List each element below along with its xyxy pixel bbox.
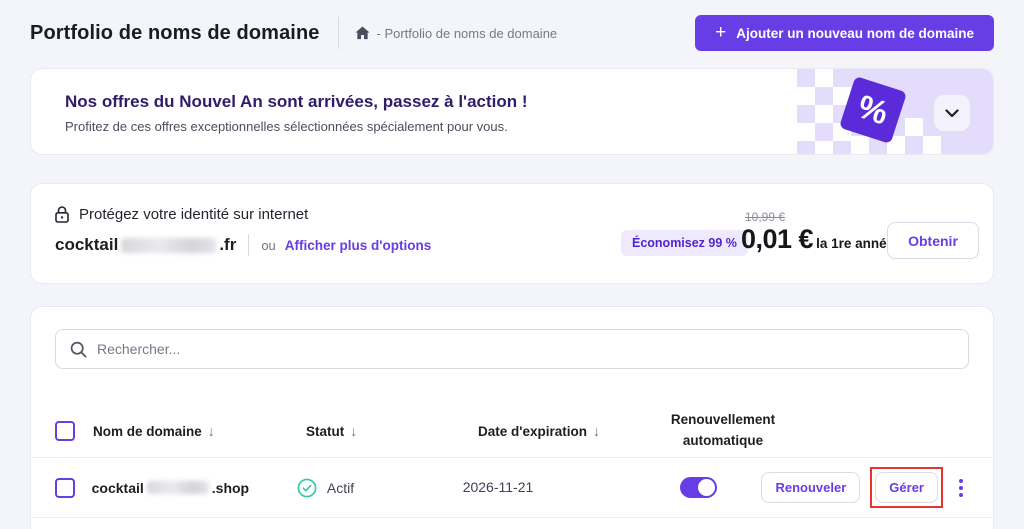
search-input[interactable] <box>97 341 954 357</box>
protect-identity-card: Protégez votre identité sur internet coc… <box>30 183 994 284</box>
protect-heading-label: Protégez votre identité sur internet <box>79 206 309 223</box>
promo-subtitle: Profitez de ces offres exceptionnelles s… <box>65 119 508 134</box>
redacted-text <box>146 481 209 494</box>
promo-title: Nos offres du Nouvel An sont arrivées, p… <box>65 92 528 111</box>
table-header-row: Nom de domaine ↓ Statut ↓ Date d'expirat… <box>31 405 993 458</box>
suggested-domain-tld: .fr <box>219 235 237 254</box>
promo-banner: Nos offres du Nouvel An sont arrivées, p… <box>30 68 994 155</box>
discount-badge: Économisez 99 % <box>621 230 748 256</box>
protect-heading: Protégez votre identité sur internet <box>55 206 308 223</box>
row-domain-prefix: cocktail <box>91 479 144 496</box>
sort-arrow-icon: ↓ <box>207 423 215 439</box>
column-header-autorenew: Renouvellement automatique <box>670 412 776 448</box>
toggle-knob <box>698 479 716 496</box>
vertical-separator <box>248 234 250 256</box>
annotation-highlight: Gérer <box>870 467 943 508</box>
suggested-domain-row: cocktail .fr ou Afficher plus d'options <box>55 234 431 256</box>
price-row: 0,01 € la 1re année <box>741 224 894 255</box>
suggested-domain-prefix: cocktail <box>55 235 119 254</box>
domains-table-card: Nom de domaine ↓ Statut ↓ Date d'expirat… <box>30 306 994 529</box>
sort-arrow-icon: ↓ <box>350 423 358 439</box>
redacted-text <box>121 237 217 253</box>
chevron-down-icon <box>945 108 959 118</box>
header-divider <box>337 17 339 49</box>
promo-expand-button[interactable] <box>934 95 970 131</box>
status-active-icon <box>297 478 317 498</box>
home-icon[interactable] <box>355 26 370 40</box>
app-header: Portfolio de noms de domaine - Portfolio… <box>30 14 994 52</box>
obtain-button[interactable]: Obtenir <box>887 222 979 259</box>
promo-decoration: % <box>797 69 993 154</box>
or-label: ou <box>261 237 276 253</box>
breadcrumb-label: - Portfolio de noms de domaine <box>376 25 558 41</box>
status-badge: Actif <box>326 479 355 496</box>
old-price: 10,99 € <box>745 210 786 224</box>
plus-icon: + <box>715 21 727 43</box>
more-actions-button[interactable] <box>953 475 969 501</box>
table-row: cocktail .shop Actif 2026-11-21 <box>31 458 993 518</box>
more-options-link[interactable]: Afficher plus d'options <box>284 237 432 253</box>
select-all-checkbox[interactable] <box>55 421 75 441</box>
column-header-expiry[interactable]: Date d'expiration ↓ <box>478 423 600 439</box>
price-period-note: la 1re année <box>816 236 895 251</box>
sort-arrow-icon: ↓ <box>592 423 600 439</box>
breadcrumb[interactable]: - Portfolio de noms de domaine <box>355 25 558 41</box>
manage-button[interactable]: Gérer <box>875 472 938 503</box>
auto-renew-toggle[interactable] <box>680 477 718 498</box>
lock-icon <box>55 206 69 223</box>
search-box <box>55 329 969 369</box>
new-price: 0,01 € <box>741 224 814 254</box>
checker-pattern-left <box>797 69 851 154</box>
add-domain-label: Ajouter un nouveau nom de domaine <box>736 25 974 41</box>
search-icon <box>70 341 87 358</box>
add-domain-button[interactable]: + Ajouter un nouveau nom de domaine <box>695 15 994 51</box>
column-header-status[interactable]: Statut ↓ <box>306 423 358 439</box>
row-domain-tld: .shop <box>211 479 250 496</box>
renew-button[interactable]: Renouveler <box>761 472 861 503</box>
row-expiry-date: 2026-11-21 <box>462 478 534 495</box>
column-header-domain[interactable]: Nom de domaine ↓ <box>93 423 215 439</box>
row-checkbox[interactable] <box>55 477 75 498</box>
page-title: Portfolio de noms de domaine <box>30 21 320 44</box>
